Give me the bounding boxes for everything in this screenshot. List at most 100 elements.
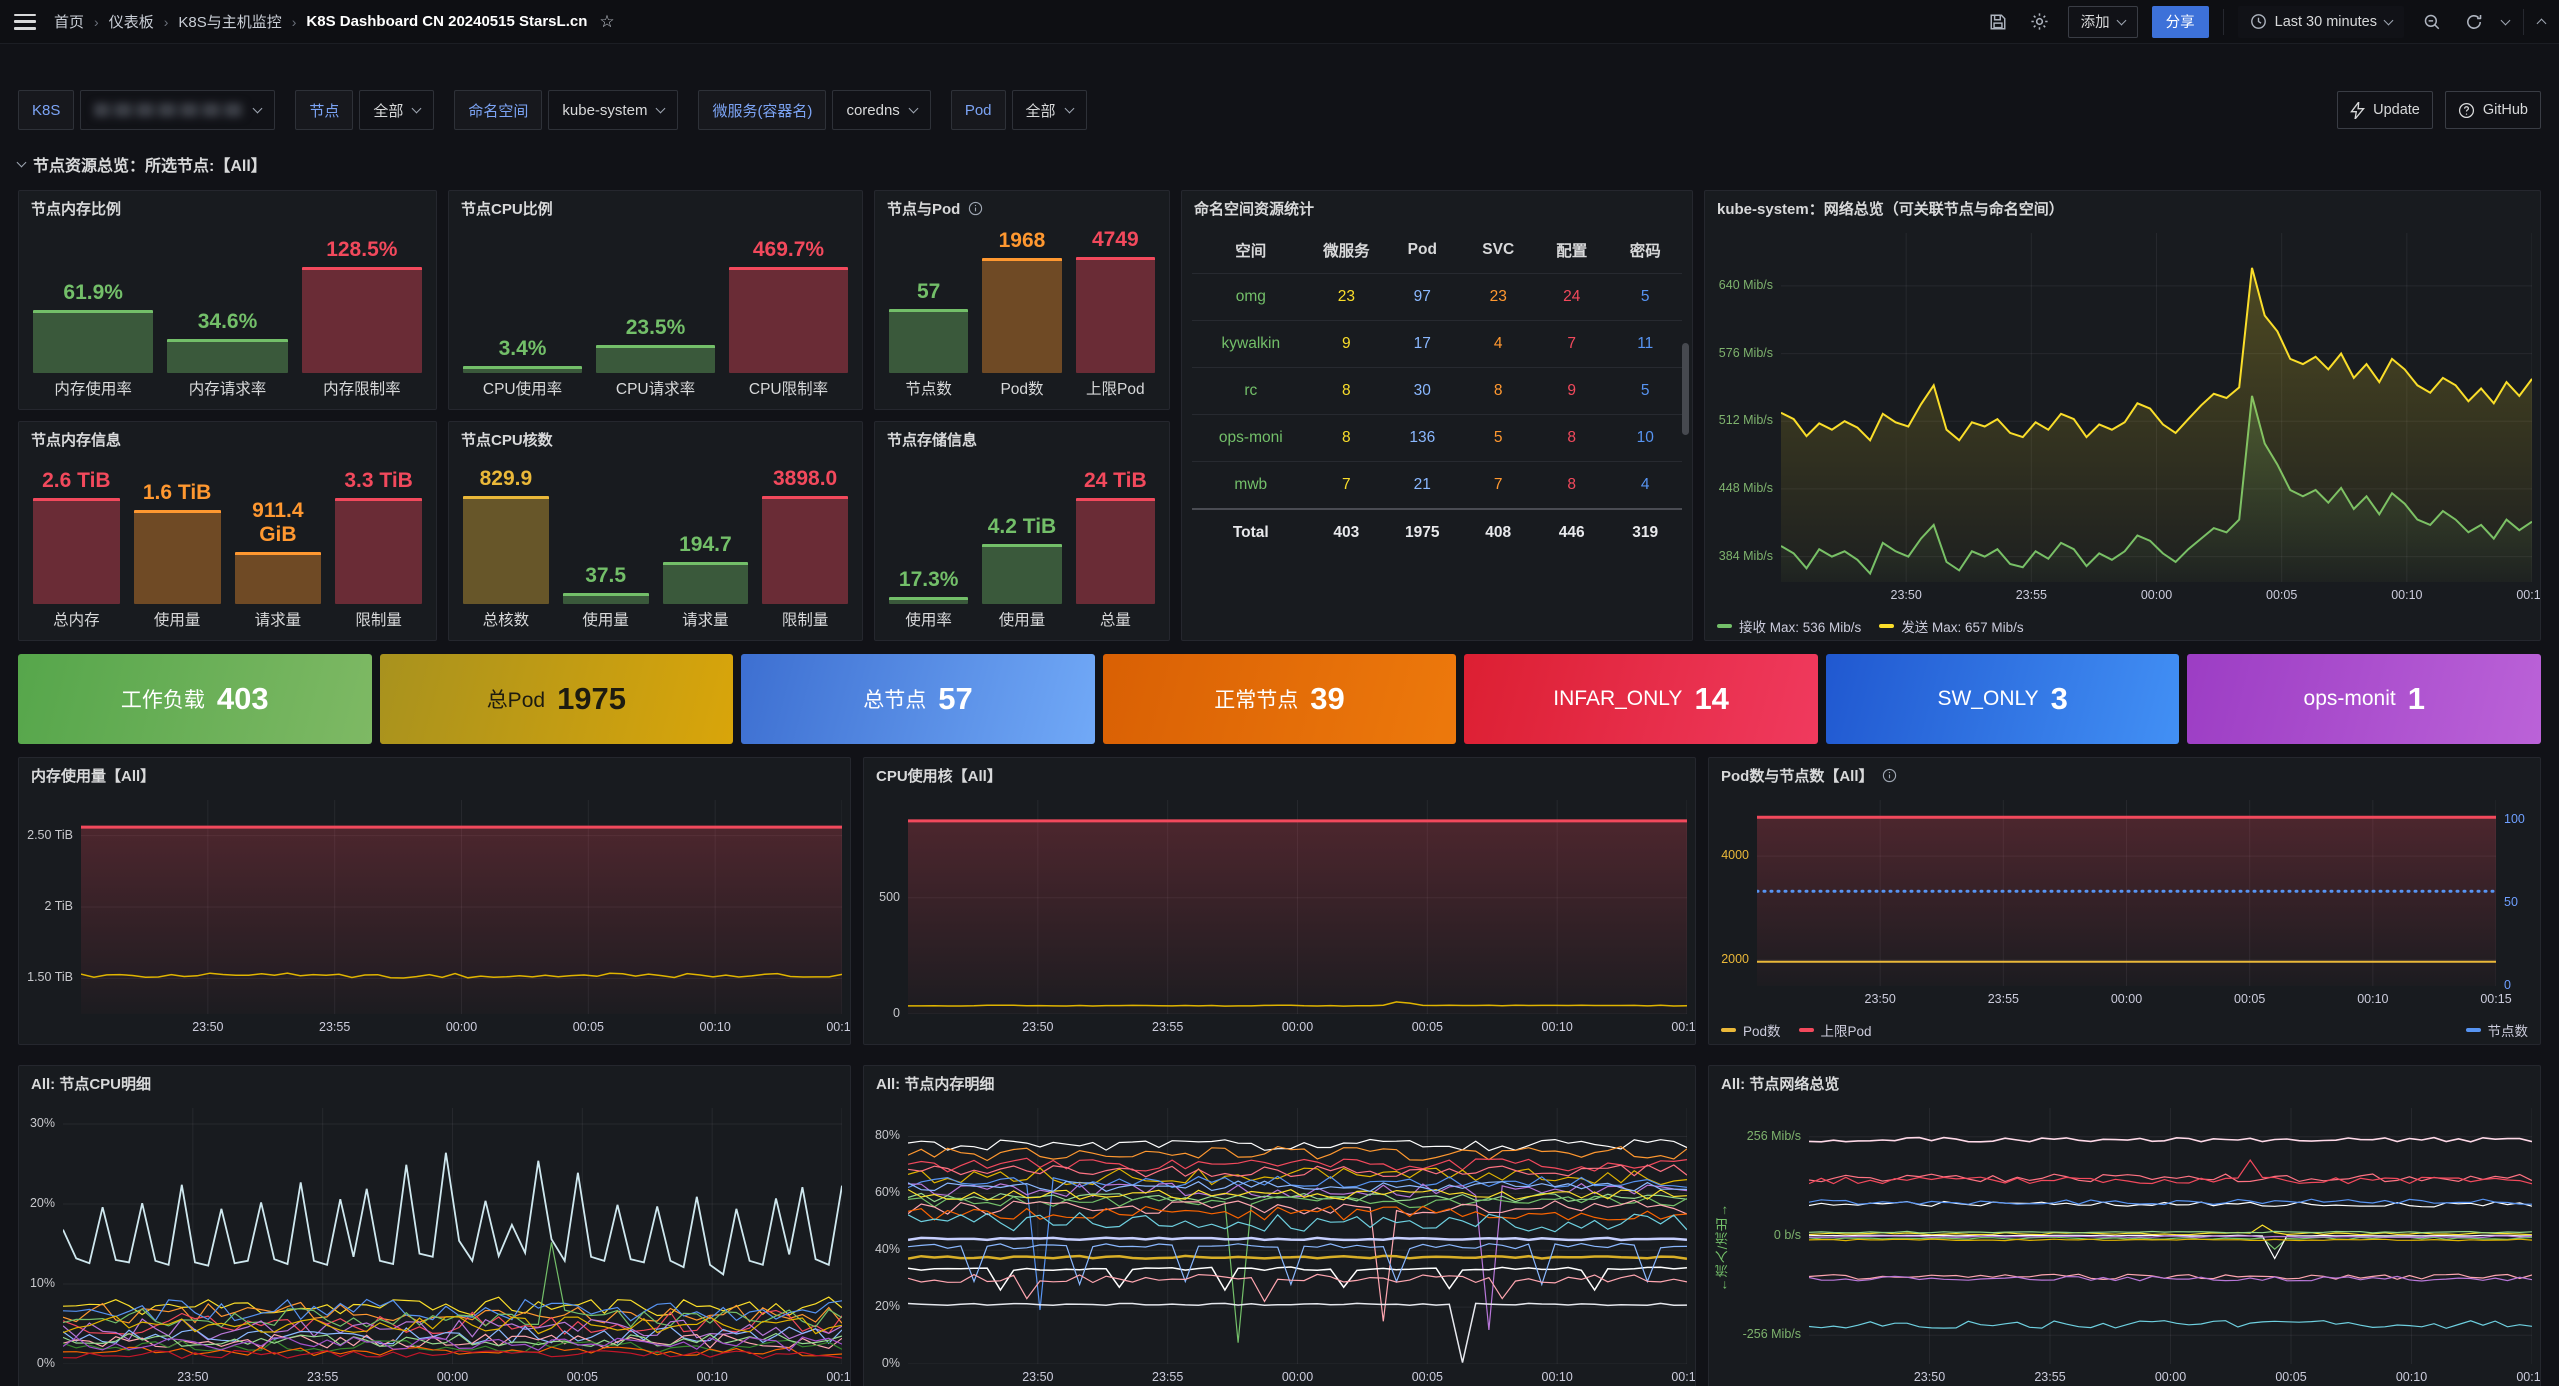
stat-tile-SW_ONLY[interactable]: SW_ONLY 3 xyxy=(1825,654,2180,744)
share-button[interactable]: 分享 xyxy=(2151,5,2209,38)
stat-tile-ops-monit[interactable]: ops-monit 1 xyxy=(2187,654,2542,744)
star-icon[interactable]: ☆ xyxy=(599,11,615,31)
filter-label-3: 命名空间 xyxy=(454,90,543,130)
x-axis-label: 23:55 xyxy=(1987,992,2019,1006)
node-net-overview-chart[interactable]: -256 Mib/s 0 b/s 256 Mib/s 23:50 23:55 00:00 0… xyxy=(1709,1100,2540,1386)
cpu-usage-chart[interactable]: 0 500 23:50 23:55 00:00 00:05 00:10 00:15 xyxy=(864,792,1695,1044)
info-icon[interactable] xyxy=(1882,768,1897,783)
x-axis-label: 00:00 xyxy=(1281,1020,1314,1034)
filter-label-5: Pod xyxy=(950,90,1006,130)
bar xyxy=(301,266,422,373)
y-axis-label: 0% xyxy=(881,1356,900,1370)
bar-label: 上限Pod xyxy=(1086,381,1145,398)
breadcrumb-item[interactable]: 首页 xyxy=(54,14,85,31)
legend-swatch xyxy=(2465,1028,2481,1032)
breadcrumb-item[interactable]: K8S与主机监控 xyxy=(178,14,282,31)
breadcrumb-item[interactable]: K8S Dashboard CN 20240515 StarsL.cn xyxy=(306,13,588,30)
panel-title[interactable]: All: 节点网络总览 xyxy=(1721,1075,1840,1093)
stat-tile-正常节点[interactable]: 正常节点 39 xyxy=(1102,654,1457,744)
table-header[interactable]: SVC xyxy=(1482,241,1515,258)
panel-title[interactable]: 节点存储信息 xyxy=(887,431,978,449)
table-header[interactable]: 密码 xyxy=(1629,243,1661,260)
bar xyxy=(729,266,848,373)
table-row[interactable]: ops-moni 8 136 5 8 10 xyxy=(1192,414,1682,462)
filter-select-3[interactable]: kube-system xyxy=(548,90,679,130)
panel-title[interactable]: kube-system：网络总览（可关联节点与命名空间） xyxy=(1717,200,2064,218)
bar-value: 194.7 xyxy=(679,533,732,556)
panel-title[interactable]: 节点CPU比例 xyxy=(461,200,553,218)
kube-system-network-chart[interactable]: 384 Mib/s 448 Mib/s 512 Mib/s 576 Mib/s 640 … xyxy=(1705,225,2540,612)
x-axis-label: 00:00 xyxy=(445,1020,478,1034)
panel-title[interactable]: Pod数与节点数【All】 xyxy=(1709,758,2540,792)
panel-title[interactable]: 内存使用量【All】 xyxy=(31,767,156,785)
zoom-out-icon[interactable] xyxy=(2418,8,2446,36)
add-button[interactable]: 添加 xyxy=(2067,5,2138,38)
gear-icon[interactable] xyxy=(2026,8,2054,36)
node-mem-detail-chart[interactable]: 0% 20% 40% 60% 80% 23:50 23:55 00:00 00:05 00:10 0… xyxy=(864,1100,1695,1386)
stat-tile-INFAR_ONLY[interactable]: INFAR_ONLY 14 xyxy=(1464,654,1818,744)
menu-icon[interactable] xyxy=(14,13,36,30)
row-collapse-header[interactable]: 节点资源总览：所选节点:【All】 xyxy=(16,152,2541,176)
legend-item[interactable]: 节点数 xyxy=(2465,1020,2528,1040)
collapse-up-icon[interactable] xyxy=(2536,18,2547,29)
save-icon[interactable] xyxy=(1984,8,2012,36)
filter-select-4[interactable]: coredns xyxy=(832,90,931,130)
bar xyxy=(562,592,649,604)
bar-value: 23.5% xyxy=(625,316,686,339)
panel-title[interactable]: All: 节点CPU明细 xyxy=(31,1075,152,1093)
github-button[interactable]: GitHub xyxy=(2444,91,2541,129)
x-axis-label: 00:10 xyxy=(1541,1370,1573,1384)
x-axis-label: 23:50 xyxy=(1022,1020,1054,1034)
y-axis-label: 500 xyxy=(879,889,900,904)
breadcrumb-item[interactable]: 仪表板 xyxy=(108,14,154,31)
panel-title[interactable]: 命名空间资源统计 xyxy=(1194,200,1315,218)
mem-usage-chart[interactable]: 1.50 TiB 2 TiB 2.50 TiB 23:50 23:55 00:00 00:0… xyxy=(19,792,850,1044)
table-row[interactable]: rc 8 30 8 9 5 xyxy=(1192,367,1682,415)
x-axis-label: 00:00 xyxy=(2154,1370,2187,1384)
refresh-interval-chevron-icon[interactable] xyxy=(2500,15,2511,25)
bar-label: 使用量 xyxy=(582,612,629,629)
legend-item[interactable]: 接收 Max: 536 Mib/s xyxy=(1717,616,1861,636)
panel-title[interactable]: 节点内存比例 xyxy=(31,200,122,218)
table-header[interactable]: Pod xyxy=(1407,241,1437,258)
pod-node-chart[interactable]: 2000 4000 0 50 100 23:50 23:55 00:00 00:05 00:10 0… xyxy=(1709,792,2540,1016)
table-header[interactable]: 配置 xyxy=(1556,243,1588,260)
filter-select-2[interactable]: 全部 xyxy=(359,90,435,130)
legend-item[interactable]: 上限Pod xyxy=(1798,1020,1872,1040)
table-row[interactable]: kywalkin 9 17 4 7 11 xyxy=(1192,320,1682,368)
bar-label: 请求量 xyxy=(682,612,729,629)
blurred-value xyxy=(94,103,245,117)
table-header[interactable]: 微服务 xyxy=(1323,243,1370,260)
namespace-table[interactable]: 空间 微服务 Pod SVC 配置 密码 omg 23 97 23 24 5 kywalkin 9 17 4 7… xyxy=(1182,225,1692,640)
update-button[interactable]: Update xyxy=(2337,91,2433,129)
panel-title[interactable]: 节点内存信息 xyxy=(31,431,122,449)
bar-value: 3.4% xyxy=(498,337,547,360)
stat-tile-总Pod[interactable]: 总Pod 1975 xyxy=(379,654,734,744)
table-row[interactable]: omg 23 97 23 24 5 xyxy=(1192,273,1682,321)
node-cpu-detail-chart[interactable]: 0% 10% 20% 30% 23:50 23:55 00:00 00:05 00:10 00:1… xyxy=(19,1100,850,1386)
time-range-picker[interactable]: Last 30 minutes xyxy=(2237,5,2404,38)
refresh-icon[interactable] xyxy=(2460,8,2488,36)
table-row[interactable]: mwb 7 21 7 8 4 xyxy=(1192,461,1682,509)
panel-title[interactable]: All: 节点内存明细 xyxy=(876,1075,995,1093)
legend-item[interactable]: Pod数 xyxy=(1721,1020,1781,1040)
scrollbar-thumb[interactable] xyxy=(1682,343,1689,435)
legend-item[interactable]: 发送 Max: 657 Mib/s xyxy=(1879,616,2024,636)
bar-gauge: 34.6% 内存请求率 xyxy=(167,233,288,399)
stat-tile-工作负载[interactable]: 工作负载 403 xyxy=(18,654,372,744)
table-header[interactable]: 空间 xyxy=(1235,243,1267,260)
info-icon[interactable] xyxy=(968,201,983,216)
x-axis-label: 00:15 xyxy=(1671,1370,1695,1384)
panel-title[interactable]: 节点CPU核数 xyxy=(461,431,553,449)
stat-tile-总节点[interactable]: 总节点 57 xyxy=(741,654,1095,744)
panel-title[interactable]: CPU使用核【All】 xyxy=(876,767,1002,785)
x-axis-label: 23:50 xyxy=(192,1020,224,1034)
panel-mem-usage-all: 内存使用量【All】 1.50 TiB 2 TiB 2.50 TiB 23:50 23:… xyxy=(18,757,851,1045)
panel-title[interactable]: 节点与Pod xyxy=(875,191,1169,225)
filter-select-5[interactable]: 全部 xyxy=(1011,90,1087,130)
y-axis-label: 80% xyxy=(874,1128,900,1143)
bar-value: 57 xyxy=(916,279,941,303)
filter-select-1[interactable] xyxy=(80,90,276,130)
bar xyxy=(662,562,749,604)
filter-row: K8S 节点 全部 命名空间 kube-system 微服务(容器名) coredns Pod… xyxy=(18,90,2541,130)
